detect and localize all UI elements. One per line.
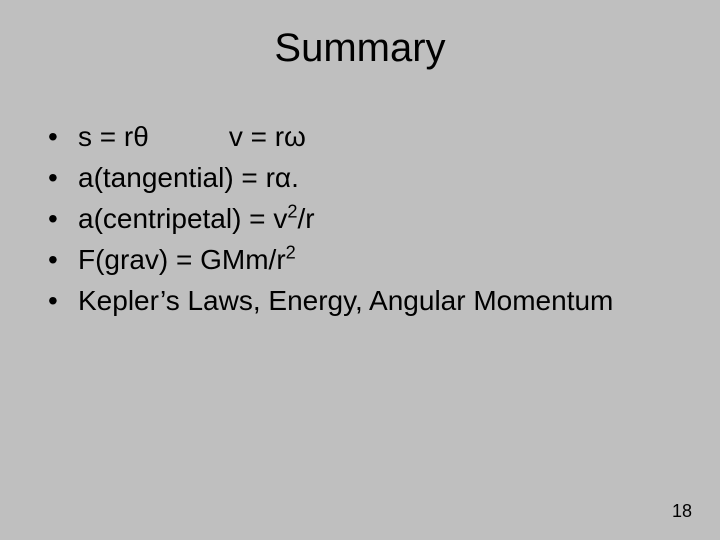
bullet-text: s = rθ — [78, 121, 149, 152]
bullet-text: a(tangential) = rα. — [78, 162, 299, 193]
bullet-item: a(tangential) = rα. — [48, 160, 672, 195]
slide-title: Summary — [0, 0, 720, 81]
bullet-text: Kepler’s Laws, Energy, Angular Momentum — [78, 285, 613, 316]
superscript: 2 — [287, 202, 297, 222]
bullet-item: a(centripetal) = v2/r — [48, 201, 672, 236]
bullet-list: s = rθ v = rω a(tangential) = rα. a(centr… — [0, 81, 720, 318]
bullet-item: s = rθ v = rω — [48, 119, 672, 154]
bullet-item: F(grav) = GMm/r2 — [48, 242, 672, 277]
superscript: 2 — [286, 243, 296, 263]
bullet-item: Kepler’s Laws, Energy, Angular Momentum — [48, 283, 672, 318]
slide: Summary s = rθ v = rω a(tangential) = rα.… — [0, 0, 720, 540]
bullet-text: a(centripetal) = v — [78, 203, 287, 234]
page-number: 18 — [672, 501, 692, 522]
bullet-text: F(grav) = GMm/r — [78, 244, 286, 275]
bullet-text: /r — [297, 203, 314, 234]
bullet-text: v = rω — [229, 121, 306, 152]
